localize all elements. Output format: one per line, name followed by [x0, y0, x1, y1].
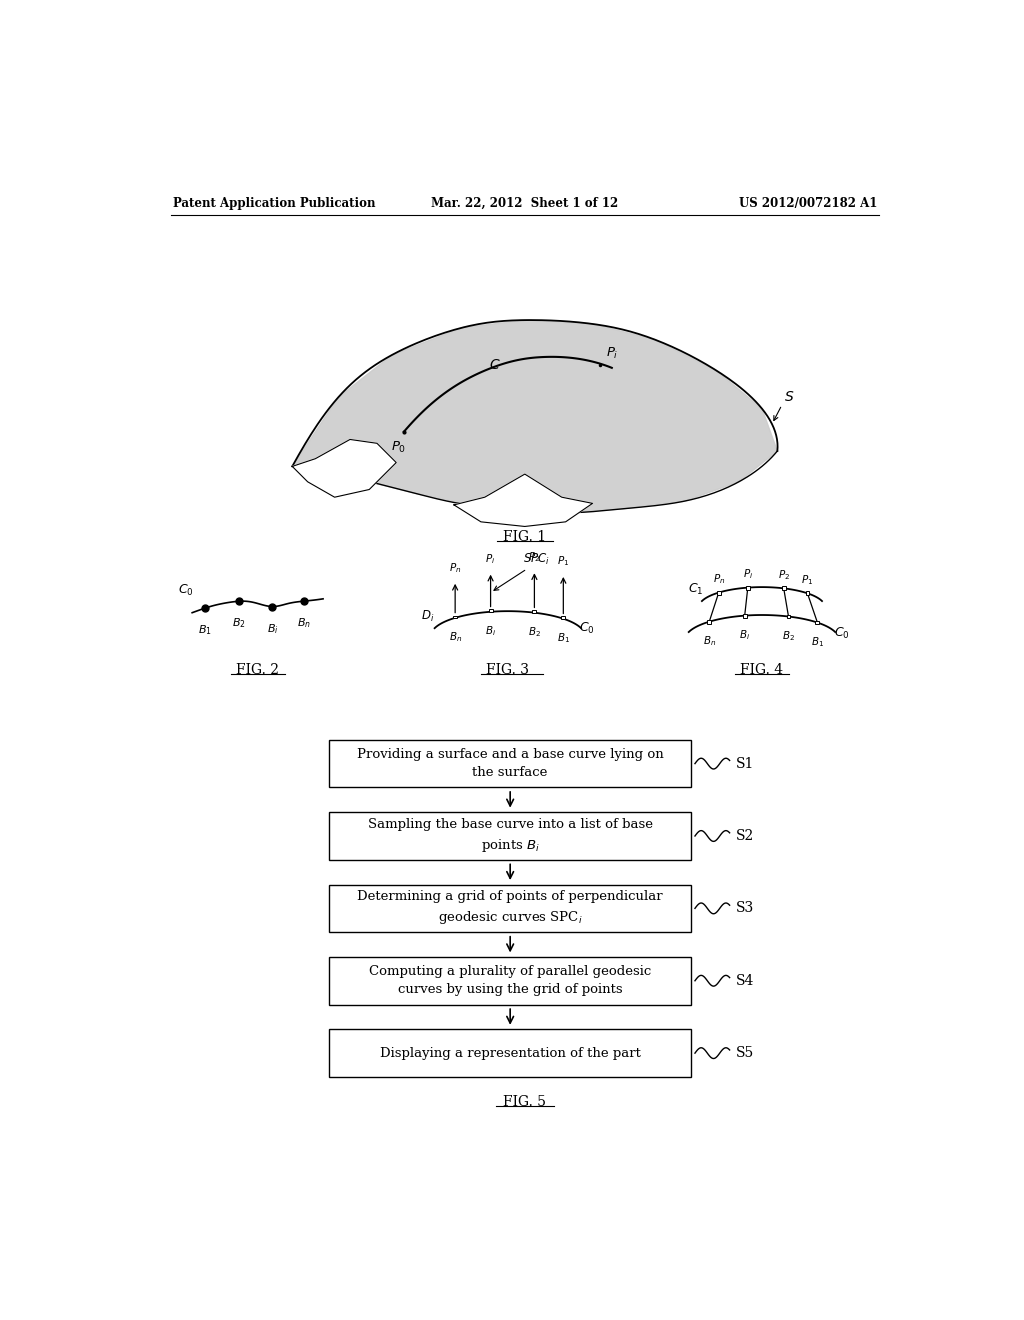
Text: $P_i$: $P_i$: [606, 346, 618, 362]
Text: Sampling the base curve into a list of base
points $B_i$: Sampling the base curve into a list of b…: [368, 818, 652, 854]
Text: $P_0$: $P_0$: [391, 440, 407, 455]
Polygon shape: [717, 590, 721, 594]
Text: $SPC_i$: $SPC_i$: [523, 552, 550, 566]
Text: $C_0$: $C_0$: [178, 583, 194, 598]
Polygon shape: [815, 620, 819, 624]
Text: FIG. 1: FIG. 1: [503, 531, 547, 544]
Text: FIG. 4: FIG. 4: [740, 664, 783, 677]
Text: $B_2$: $B_2$: [231, 616, 246, 631]
Text: Computing a plurality of parallel geodesic
curves by using the grid of points: Computing a plurality of parallel geodes…: [369, 965, 651, 997]
Text: $P_i$: $P_i$: [485, 552, 496, 565]
Text: $B_1$: $B_1$: [811, 635, 824, 648]
Polygon shape: [454, 474, 593, 527]
Text: $C_0$: $C_0$: [579, 620, 594, 636]
FancyBboxPatch shape: [330, 884, 691, 932]
Polygon shape: [561, 616, 565, 619]
Text: $P_2$: $P_2$: [528, 550, 541, 564]
Text: FIG. 5: FIG. 5: [504, 1094, 546, 1109]
Text: S2: S2: [736, 829, 754, 843]
Polygon shape: [488, 610, 493, 611]
Polygon shape: [742, 614, 746, 618]
Text: $C_1$: $C_1$: [688, 582, 703, 598]
Text: S4: S4: [736, 974, 754, 987]
Text: FIG. 2: FIG. 2: [237, 664, 280, 677]
Text: $P_2$: $P_2$: [777, 569, 790, 582]
Text: $C_0$: $C_0$: [834, 627, 849, 642]
Text: S1: S1: [736, 756, 754, 771]
Text: $B_n$: $B_n$: [702, 634, 716, 648]
Text: Patent Application Publication: Patent Application Publication: [173, 197, 376, 210]
Text: S3: S3: [736, 902, 754, 915]
Text: $B_1$: $B_1$: [557, 631, 570, 645]
Text: $B_i$: $B_i$: [739, 628, 751, 642]
Text: $B_2$: $B_2$: [528, 624, 541, 639]
FancyBboxPatch shape: [330, 1030, 691, 1077]
Polygon shape: [781, 586, 785, 590]
Text: $B_2$: $B_2$: [782, 628, 795, 643]
Text: US 2012/0072182 A1: US 2012/0072182 A1: [739, 197, 878, 210]
Text: $B_n$: $B_n$: [449, 630, 462, 644]
Polygon shape: [292, 440, 396, 498]
FancyBboxPatch shape: [330, 812, 691, 859]
Text: $B_i$: $B_i$: [266, 622, 279, 636]
FancyBboxPatch shape: [330, 957, 691, 1005]
Text: $P_n$: $P_n$: [713, 573, 725, 586]
Text: Mar. 22, 2012  Sheet 1 of 12: Mar. 22, 2012 Sheet 1 of 12: [431, 197, 618, 210]
Polygon shape: [745, 586, 750, 590]
Text: $P_1$: $P_1$: [802, 573, 813, 587]
Polygon shape: [454, 615, 457, 618]
FancyBboxPatch shape: [330, 739, 691, 788]
Text: S5: S5: [736, 1047, 754, 1060]
Text: $B_i$: $B_i$: [485, 624, 497, 638]
Text: FIG. 3: FIG. 3: [486, 664, 529, 677]
Text: $P_n$: $P_n$: [449, 561, 462, 574]
Polygon shape: [532, 610, 537, 612]
Text: $B_1$: $B_1$: [198, 623, 212, 638]
Polygon shape: [292, 321, 777, 512]
Polygon shape: [786, 615, 791, 619]
Text: $D_i$: $D_i$: [422, 609, 435, 624]
Text: $S$: $S$: [783, 389, 794, 404]
Text: $B_n$: $B_n$: [297, 616, 311, 630]
Polygon shape: [806, 591, 809, 595]
Polygon shape: [708, 620, 712, 623]
Text: $C$: $C$: [488, 358, 501, 372]
Text: Displaying a representation of the part: Displaying a representation of the part: [380, 1047, 641, 1060]
Text: $P_1$: $P_1$: [557, 554, 569, 568]
Text: Providing a surface and a base curve lying on
the surface: Providing a surface and a base curve lyi…: [356, 748, 664, 779]
Text: Determining a grid of points of perpendicular
geodesic curves SPC$_i$: Determining a grid of points of perpendi…: [357, 891, 663, 927]
Text: $P_i$: $P_i$: [742, 568, 753, 581]
